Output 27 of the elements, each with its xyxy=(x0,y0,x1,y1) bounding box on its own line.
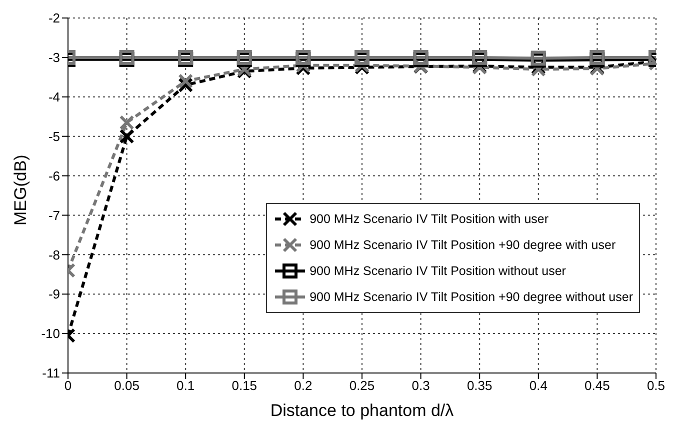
x-axis-title: Distance to phantom d/λ xyxy=(270,401,454,420)
y-tick-label: -5 xyxy=(48,128,60,144)
y-tick-label: -6 xyxy=(48,168,60,184)
y-tick-label: -4 xyxy=(48,90,60,105)
y-tick-label: -9 xyxy=(48,286,60,302)
x-tick-label: 0.25 xyxy=(349,378,375,394)
x-tick-label: 0.3 xyxy=(412,378,430,394)
x-tick-label: 0.45 xyxy=(584,378,610,394)
x-tick-label: 0.2 xyxy=(294,378,312,394)
x-tick-label: 0.35 xyxy=(466,378,492,394)
y-tick-label: -7 xyxy=(48,208,60,223)
x-tick-label: 0.1 xyxy=(176,378,195,394)
legend-label: 900 MHz Scenario IV Tilt Position without user xyxy=(310,264,566,278)
x-tick-label: 0 xyxy=(64,378,72,394)
legend-label: 900 MHz Scenario IV Tilt Position +90 degree without user xyxy=(310,290,633,304)
y-axis-title: MEG(dB) xyxy=(11,154,30,226)
y-tick-label: -2 xyxy=(48,10,60,26)
x-tick-label: 0.5 xyxy=(646,378,666,394)
legend-label: 900 MHz Scenario IV Tilt Position +90 degree with user xyxy=(310,238,616,252)
y-tick-label: -10 xyxy=(41,326,60,342)
legend-label: 900 MHz Scenario IV Tilt Position with user xyxy=(310,212,549,226)
y-tick-label: -3 xyxy=(48,50,60,66)
y-tick-label: -8 xyxy=(48,247,60,262)
y-tick-label: -11 xyxy=(42,366,60,381)
x-tick-label: 0.4 xyxy=(529,378,548,394)
x-tick-label: 0.05 xyxy=(114,378,140,394)
x-tick-label: 0.15 xyxy=(232,378,258,394)
